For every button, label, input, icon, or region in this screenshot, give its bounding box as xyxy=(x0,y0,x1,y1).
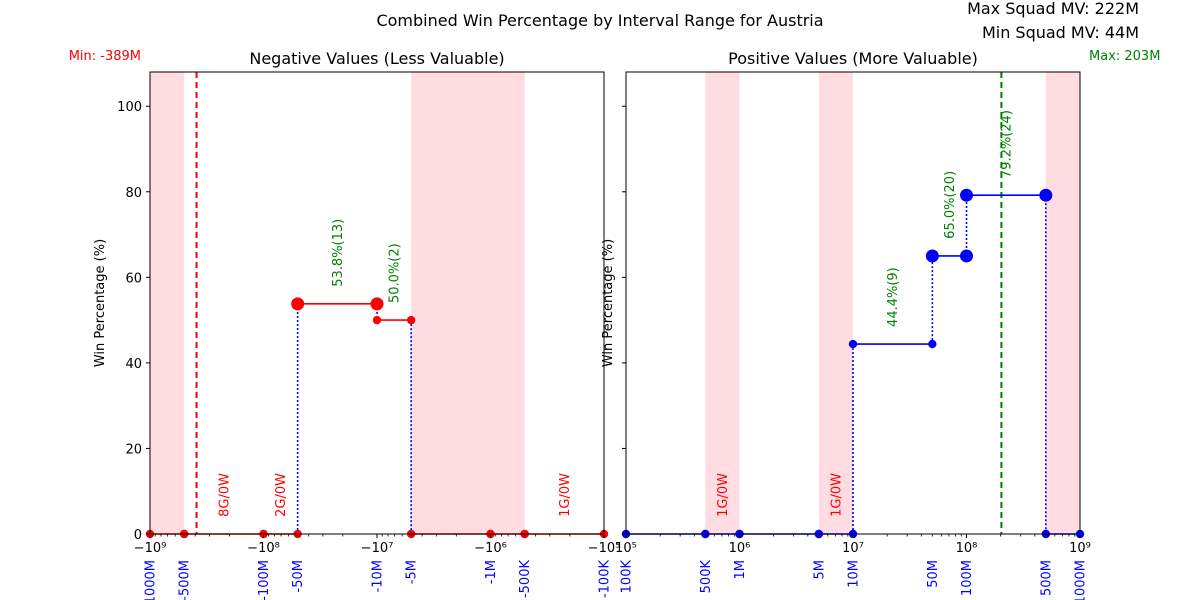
negative-segment: 2G/0W xyxy=(259,473,302,539)
negative-segment-annotation: 53.8%(13) xyxy=(331,219,346,287)
negative-point xyxy=(372,315,382,325)
negative-value-label: -100M xyxy=(257,560,272,600)
negative-xtick-label: −10⁶ xyxy=(474,541,507,556)
positive-xtick-label: 10⁹ xyxy=(1069,541,1091,556)
min-squad-mv: Min Squad MV: 44M xyxy=(982,23,1139,42)
positive-panel: Positive Values (More Valuable) Win Perc… xyxy=(601,49,1160,600)
positive-shaded-region xyxy=(818,72,853,534)
positive-segment-annotation: 1G/0W xyxy=(716,473,731,517)
positive-segment-annotation: 65.0%(20) xyxy=(943,171,958,239)
negative-panel-title: Negative Values (Less Valuable) xyxy=(249,49,504,68)
positive-value-label: 500M xyxy=(1039,560,1054,596)
positive-xtick-label: 10⁸ xyxy=(956,541,978,556)
negative-ytick-label: 60 xyxy=(125,271,142,286)
positive-xtick-label: 10⁵ xyxy=(615,541,637,556)
negative-point xyxy=(406,315,416,325)
positive-point xyxy=(960,249,973,263)
negative-reference-label: Min: -389M xyxy=(69,49,141,64)
positive-segment: 65.0%(20) xyxy=(925,171,973,263)
positive-value-label: 50M xyxy=(926,560,941,588)
negative-xtick-label: −10⁹ xyxy=(134,541,167,556)
negative-xtick-label: −10⁸ xyxy=(247,541,280,556)
positive-value-label: 5M xyxy=(812,560,827,580)
positive-value-label: 1000M xyxy=(1074,560,1089,600)
negative-ytick-label: 20 xyxy=(125,442,142,457)
negative-ytick-label: 40 xyxy=(125,357,142,372)
positive-value-label: 10M xyxy=(847,560,862,588)
negative-value-label: -500K xyxy=(518,560,533,599)
positive-panel-title: Positive Values (More Valuable) xyxy=(728,49,978,68)
negative-shaded-region xyxy=(150,72,185,534)
negative-segment-annotation: 1G/0W xyxy=(558,473,573,517)
max-squad-mv: Max Squad MV: 222M xyxy=(967,0,1139,18)
negative-segment-annotation: 8G/0W xyxy=(217,473,232,517)
positive-point xyxy=(928,339,937,349)
positive-value-label: 500K xyxy=(699,560,714,594)
positive-segment-annotation: 44.4%(9) xyxy=(886,267,901,327)
negative-value-label: -100K xyxy=(598,560,613,599)
negative-point xyxy=(291,297,305,311)
positive-point xyxy=(960,188,973,202)
positive-segment-annotation: 1G/0W xyxy=(829,473,844,517)
positive-value-label: 100K xyxy=(620,560,635,594)
negative-panel-ylabel: Win Percentage (%) xyxy=(93,239,108,367)
negative-ytick-label: 80 xyxy=(125,186,142,201)
negative-segment: 1G/0W xyxy=(520,473,609,539)
negative-value-label: -10M xyxy=(371,560,386,592)
negative-value-label: -500M xyxy=(178,560,193,600)
negative-xtick-label: −10⁷ xyxy=(361,541,394,556)
positive-point xyxy=(925,249,939,263)
negative-segment: 50.0%(2) xyxy=(372,243,416,325)
positive-value-label: 1M xyxy=(733,560,748,580)
negative-segment-annotation: 2G/0W xyxy=(274,473,289,517)
positive-value-label: 100M xyxy=(960,560,975,596)
positive-segment: 44.4%(9) xyxy=(848,267,937,349)
negative-shaded-region xyxy=(411,72,525,534)
negative-value-label: -1M xyxy=(484,560,499,584)
positive-segment: 79.2%(24) xyxy=(960,110,1053,202)
negative-value-label: -50M xyxy=(291,560,306,592)
positive-panel-ylabel: Win Percentage (%) xyxy=(601,239,616,367)
negative-ytick-label: 100 xyxy=(117,100,142,115)
negative-point xyxy=(370,297,384,311)
positive-reference-label: Max: 203M xyxy=(1089,49,1160,64)
negative-ytick-label: 0 xyxy=(134,528,142,543)
positive-shaded-region xyxy=(1045,72,1080,534)
positive-xtick-label: 10⁶ xyxy=(729,541,751,556)
negative-segment: 8G/0W xyxy=(179,473,268,539)
negative-segment: 53.8%(13) xyxy=(291,219,384,311)
negative-xtick-label: −10⁵ xyxy=(588,541,621,556)
negative-value-label: -5M xyxy=(405,560,420,584)
positive-point xyxy=(1039,188,1053,202)
negative-panel: Negative Values (Less Valuable) Win Perc… xyxy=(69,49,621,600)
positive-point xyxy=(848,339,858,349)
positive-segment-annotation: 79.2%(24) xyxy=(1000,110,1015,178)
figure-title: Combined Win Percentage by Interval Rang… xyxy=(376,11,823,30)
positive-shaded-region xyxy=(705,72,740,534)
negative-value-label: -1000M xyxy=(144,560,159,600)
negative-segment-annotation: 50.0%(2) xyxy=(388,243,403,303)
positive-xtick-label: 10⁷ xyxy=(842,541,864,556)
